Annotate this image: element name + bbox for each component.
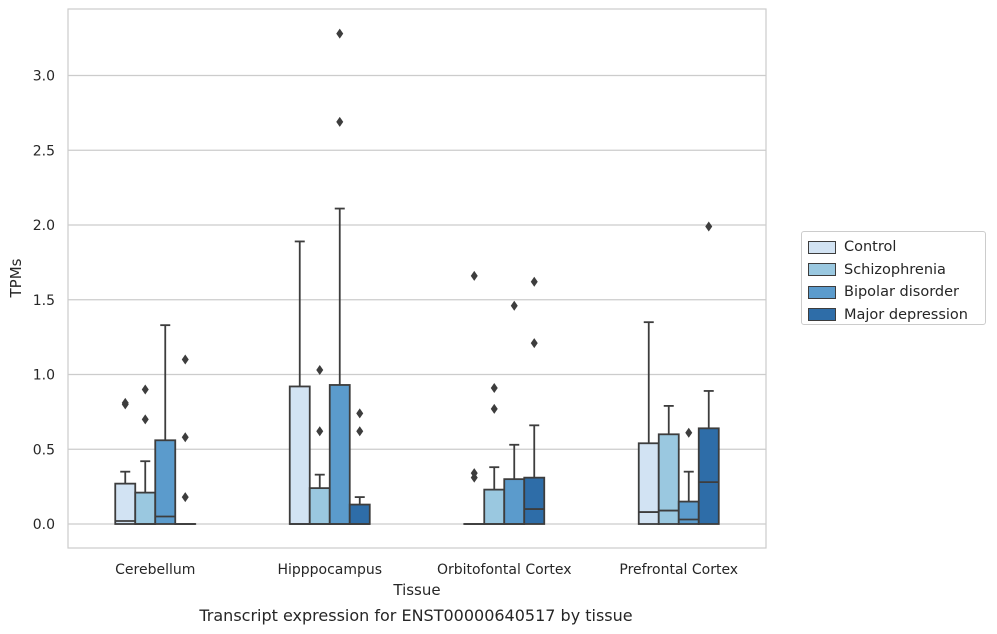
outlier-point	[530, 338, 538, 349]
outlier-point	[470, 468, 478, 479]
box-body	[114, 482, 137, 525]
box-body	[503, 478, 526, 525]
boxes	[114, 28, 720, 525]
y-tick-label: 1.0	[33, 368, 55, 384]
box-control	[288, 240, 311, 525]
legend-label: Bipolar disorder	[844, 284, 959, 301]
outlier-point	[181, 492, 189, 503]
legend-swatch	[808, 308, 836, 322]
outlier-point	[181, 354, 189, 365]
box-bipolar-disorder	[677, 427, 700, 525]
box-major-depression	[697, 221, 720, 525]
box-body	[483, 488, 506, 525]
box-body	[154, 439, 177, 525]
legend-label: Control	[844, 239, 897, 256]
x-axis-label: Tissue	[392, 581, 440, 599]
box-major-depression	[523, 276, 546, 525]
box-body	[288, 385, 311, 525]
box-body	[328, 384, 351, 525]
outlier-point	[356, 426, 364, 437]
x-tick-label: Prefrontal Cortex	[619, 562, 738, 578]
box-schizophrenia	[483, 382, 506, 525]
y-tick-label: 0.5	[33, 442, 55, 458]
legend-item: Control	[808, 236, 985, 259]
outlier-point	[705, 221, 713, 232]
outlier-point	[121, 397, 129, 408]
y-axis-label: TPMs	[7, 258, 25, 298]
outlier-point	[336, 28, 344, 39]
outlier-point	[141, 414, 149, 425]
box-control	[114, 397, 137, 525]
box-body	[523, 476, 546, 525]
outlier-point	[490, 382, 498, 393]
legend-item: Schizophrenia	[808, 259, 985, 282]
outlier-point	[336, 116, 344, 127]
y-tick-label: 2.5	[33, 143, 55, 159]
box-body	[308, 487, 331, 525]
chart-caption: Transcript expression for ENST0000064051…	[199, 606, 633, 625]
box-body	[677, 500, 700, 525]
x-tick-label: Hipppocampus	[277, 562, 382, 578]
legend: Control Schizophrenia Bipolar disorder Majo…	[801, 231, 986, 325]
outlier-point	[530, 276, 538, 287]
outlier-point	[510, 300, 518, 311]
y-tick-label: 3.0	[33, 69, 55, 85]
legend-label: Schizophrenia	[844, 261, 946, 278]
outlier-point	[470, 270, 478, 281]
outlier-point	[316, 365, 324, 376]
legend-item: Major depression	[808, 304, 985, 327]
y-tick-label: 1.5	[33, 293, 55, 309]
legend-label: Major depression	[844, 306, 968, 323]
box-bipolar-disorder	[503, 300, 526, 525]
box-schizophrenia	[308, 365, 331, 525]
y-tick-label: 2.0	[33, 218, 55, 234]
gridlines	[68, 74, 766, 525]
box-major-depression	[174, 354, 197, 525]
box-schizophrenia	[134, 384, 157, 525]
legend-swatch	[808, 263, 836, 277]
box-schizophrenia	[657, 404, 680, 525]
box-body	[697, 427, 720, 525]
x-tick-label: Orbitofontal Cortex	[437, 562, 572, 578]
box-control	[463, 270, 486, 525]
box-body	[657, 433, 680, 525]
legend-swatch	[808, 285, 836, 299]
outlier-point	[490, 403, 498, 414]
x-tick-labels: Cerebellum Hipppocampus Orbitofontal Corte…	[115, 562, 738, 578]
y-tick-label: 0.0	[33, 517, 55, 533]
outlier-point	[141, 384, 149, 395]
box-bipolar-disorder	[154, 324, 177, 525]
plot-frame	[67, 8, 767, 549]
outlier-point	[685, 427, 693, 438]
box-major-depression	[348, 408, 371, 525]
y-tick-labels: 0.0 0.5 1.0 1.5 2.0 2.5 3.0	[33, 69, 55, 534]
box-bipolar-disorder	[328, 28, 351, 525]
legend-swatch	[808, 240, 836, 254]
outlier-point	[356, 408, 364, 419]
box-control	[637, 321, 660, 525]
legend-item: Bipolar disorder	[808, 281, 985, 304]
outlier-point	[316, 426, 324, 437]
box-body	[348, 503, 371, 525]
outlier-point	[181, 432, 189, 443]
box-body	[134, 491, 157, 525]
x-tick-label: Cerebellum	[115, 562, 195, 578]
